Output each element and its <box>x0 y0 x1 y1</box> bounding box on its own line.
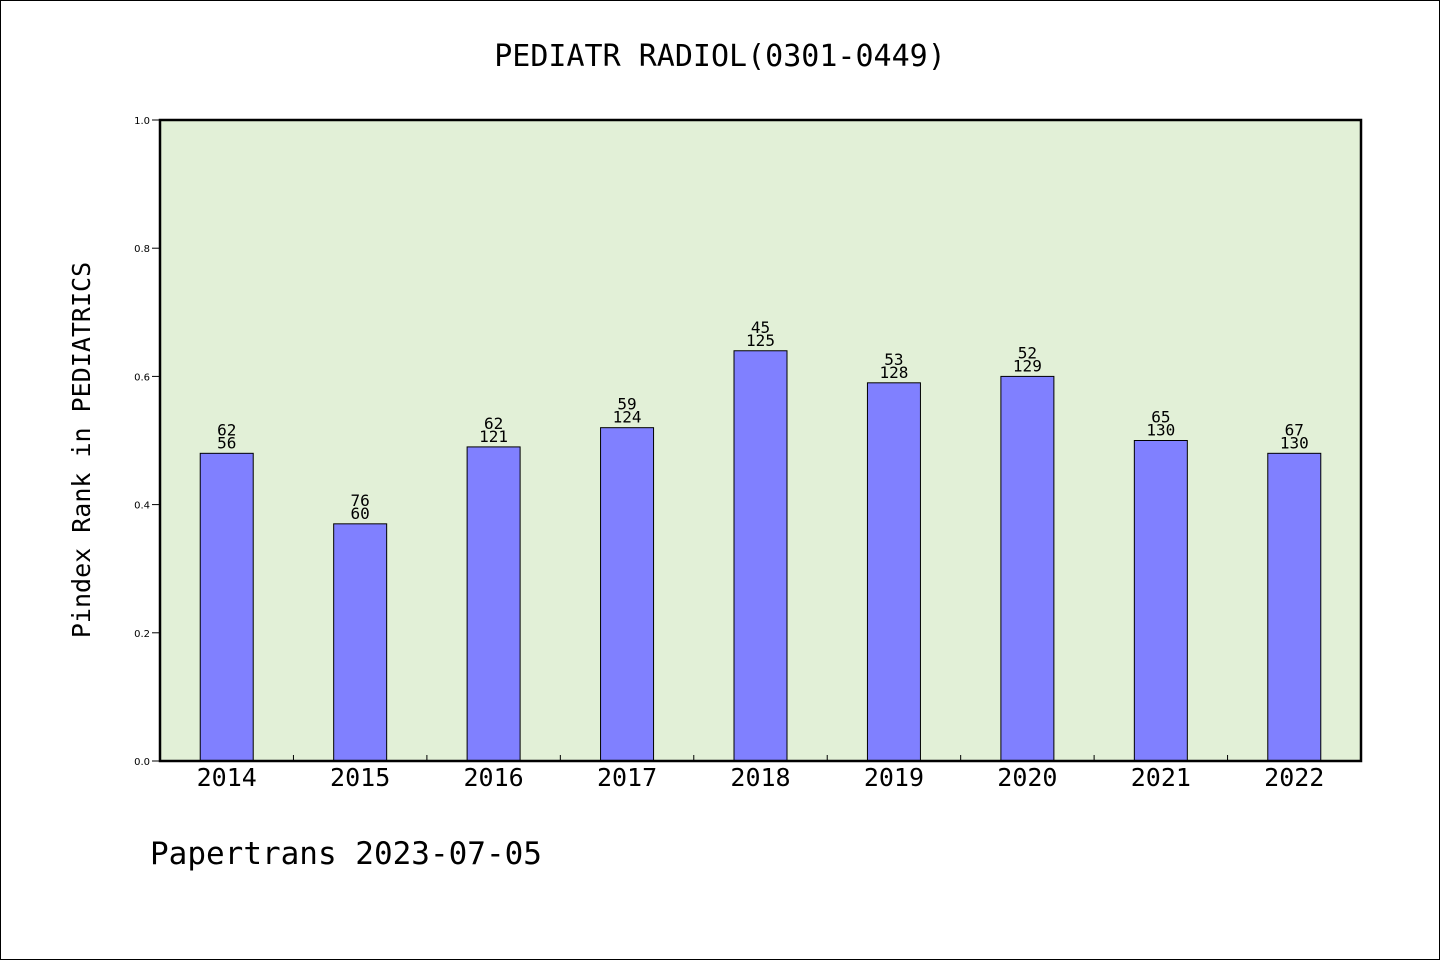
plot-border <box>158 118 1363 763</box>
x-tick-label: 2019 <box>864 763 924 792</box>
y-tick-label: 1.0 <box>134 116 150 127</box>
data-label-rank: 65 <box>1151 408 1170 427</box>
y-tick-label: 0.0 <box>134 757 150 768</box>
x-tick-label: 2014 <box>197 763 257 792</box>
y-tick-label: 0.2 <box>134 629 150 640</box>
data-label-total: 56 <box>217 433 236 452</box>
x-tick-label: 2020 <box>997 763 1057 792</box>
x-ticks: 2014 2015 2016 2017 2018 2019 2020 2021 2022 <box>197 755 1324 792</box>
data-label-total: 60 <box>351 504 370 523</box>
data-label-rank: 59 <box>617 395 636 414</box>
footer-watermark: Papertrans 2023-07-05 <box>150 836 542 872</box>
y-axis-label: Pindex Rank in PEDIATRICS <box>67 262 96 638</box>
data-label-total: 124 <box>613 408 642 427</box>
bar-2021 <box>1133 440 1188 762</box>
data-label-rank: 62 <box>217 420 236 439</box>
bar-2014 <box>199 452 254 762</box>
data-label-rank: 76 <box>351 491 370 510</box>
x-tick-label: 2017 <box>597 763 657 792</box>
x-tick-label: 2015 <box>330 763 390 792</box>
data-label-rank: 53 <box>884 350 903 369</box>
bar-2015 <box>333 523 388 762</box>
bar-2022 <box>1267 452 1322 762</box>
data-label-rank: 67 <box>1285 420 1304 439</box>
data-label-rank: 52 <box>1018 343 1037 362</box>
bar-2020 <box>1000 375 1055 762</box>
data-label-rank: 45 <box>751 318 770 337</box>
data-label-total: 129 <box>1013 356 1042 375</box>
bar-2016 <box>466 446 521 762</box>
data-label-total: 125 <box>746 331 775 350</box>
data-label-total: 121 <box>479 427 508 446</box>
y-tick-label: 0.8 <box>134 244 150 255</box>
data-label-total: 130 <box>1280 433 1309 452</box>
x-tick-label: 2022 <box>1264 763 1324 792</box>
data-label-total: 130 <box>1146 421 1175 440</box>
bar-2019 <box>866 382 921 762</box>
y-ticks: 0.0 0.2 0.4 0.6 0.8 1.0 <box>134 116 160 768</box>
chart-title: PEDIATR RADIOL(0301-0449) <box>494 39 946 74</box>
y-tick-label: 0.4 <box>134 501 150 512</box>
x-tick-label: 2021 <box>1131 763 1191 792</box>
bar-2018 <box>733 350 788 762</box>
data-label-rank: 62 <box>484 414 503 433</box>
data-label-total: 128 <box>879 363 908 382</box>
x-tick-label: 2016 <box>464 763 524 792</box>
x-tick-label: 2018 <box>730 763 790 792</box>
bar-2017 <box>600 427 655 762</box>
y-tick-label: 0.6 <box>134 372 150 383</box>
